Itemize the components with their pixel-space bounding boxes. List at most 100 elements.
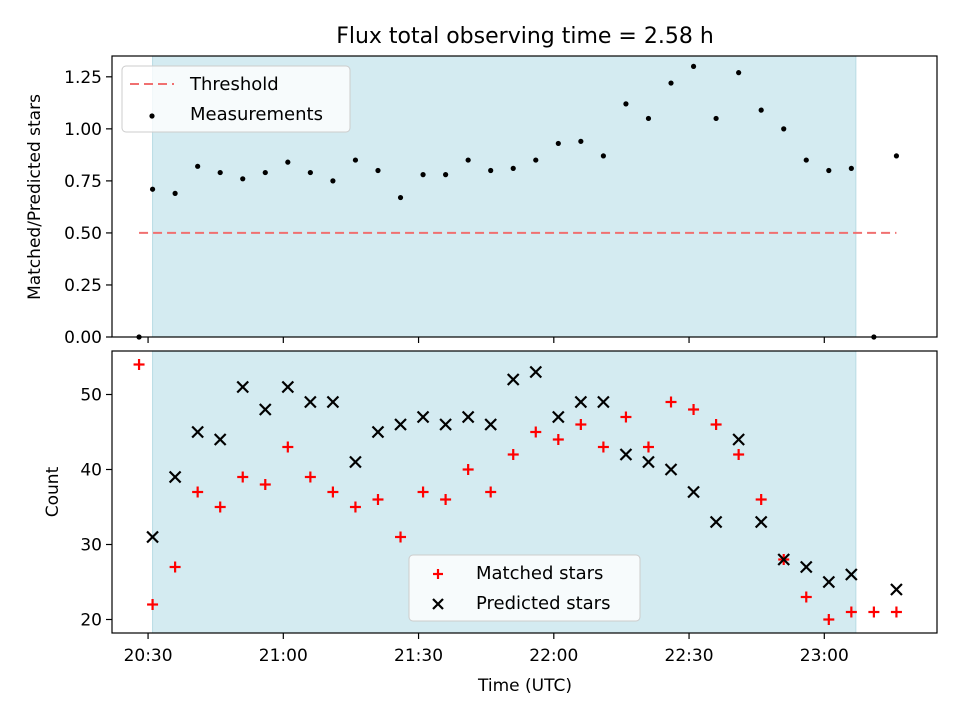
measurement-points — [136, 63, 900, 340]
bottom-x-ticks: 20:30 21:00 21:30 22:00 22:30 23:00 — [124, 633, 849, 666]
top-y-tick-label: 0.25 — [64, 276, 102, 296]
matched-star-marker — [597, 441, 609, 453]
predicted-star-marker — [146, 530, 159, 544]
measurement-point — [330, 178, 336, 184]
predicted-star-marker — [484, 418, 497, 431]
bottom-plot-frame — [111, 350, 938, 634]
matched-star-marker — [755, 494, 767, 505]
measurement-point — [623, 101, 629, 107]
measurement-point — [758, 107, 764, 113]
matched-star-marker — [192, 486, 204, 498]
top-y-tick-label: 1.00 — [64, 120, 102, 140]
measurement-point — [803, 157, 809, 163]
measurement-point — [375, 167, 381, 174]
matched-star-marker — [890, 606, 902, 618]
measurement-point — [893, 153, 900, 159]
legend-threshold-label: Threshold — [189, 74, 279, 95]
x-tick-label: 21:30 — [394, 646, 443, 666]
measurement-point — [420, 172, 426, 178]
bottom-y-tick-label: 50 — [80, 386, 102, 406]
matched-star-marker — [327, 486, 339, 498]
measurement-point — [262, 169, 268, 176]
predicted-star-marker — [416, 410, 430, 424]
measurement-point — [285, 159, 291, 165]
matched-star-marker — [147, 599, 159, 610]
matched-star-marker — [282, 441, 294, 453]
matched-star-marker — [733, 449, 745, 460]
predicted-star-marker — [168, 470, 182, 484]
bottom-y-tick-label: 30 — [80, 536, 102, 556]
legend-measurement-swatch — [149, 113, 155, 119]
bottom-y-tick-label: 40 — [80, 461, 102, 481]
matched-star-marker — [259, 479, 271, 490]
matched-star-marker — [417, 486, 429, 498]
measurement-point — [848, 165, 854, 171]
matched-star-marker — [823, 614, 835, 625]
predicted-star-marker — [664, 463, 678, 476]
top-x-ticks — [147, 337, 825, 343]
predicted-star-marker — [574, 395, 588, 409]
matched-star-marker — [665, 396, 677, 408]
predicted-star-marker — [777, 553, 790, 566]
predicted-star-marker — [191, 425, 204, 439]
predicted-star-marker — [845, 568, 858, 581]
matched-star-marker — [642, 441, 654, 453]
matched-star-marker — [133, 359, 145, 370]
predicted-star-marker — [732, 433, 745, 446]
measurement-point — [465, 157, 471, 163]
legend-matched-swatch — [433, 569, 443, 579]
bottom-legend: Matched stars Predicted stars — [408, 554, 641, 622]
measurement-point — [443, 172, 449, 178]
predicted-star-marker — [439, 418, 452, 431]
top-y-ticks: 0.00 0.25 0.50 0.75 1.00 1.25 — [64, 68, 112, 348]
top-y-tick-label: 1.25 — [64, 68, 102, 88]
predicted-star-marker — [552, 410, 565, 424]
top-legend: Threshold Measurements — [121, 65, 351, 133]
predicted-star-marker — [799, 560, 813, 574]
predicted-star-marker — [304, 395, 317, 409]
predicted-star-marker — [349, 455, 362, 469]
measurement-point — [736, 70, 742, 76]
predicted-star-marker — [461, 410, 475, 424]
bottom-y-axis-label: Count — [43, 466, 63, 517]
measurement-point — [488, 167, 494, 174]
predicted-star-markers — [146, 365, 903, 596]
measurement-point — [555, 140, 561, 147]
predicted-star-marker — [619, 448, 633, 461]
predicted-star-marker — [281, 380, 295, 394]
matched-star-marker — [575, 419, 587, 430]
measurement-point — [533, 157, 539, 163]
matched-star-marker — [552, 434, 564, 445]
matched-star-marker — [349, 501, 361, 513]
measurement-point — [600, 153, 606, 159]
matched-star-marker — [845, 606, 857, 618]
matched-star-marker — [462, 464, 474, 475]
measurement-point — [510, 165, 516, 171]
chart-title: Flux total observing time = 2.58 h — [336, 24, 714, 49]
measurement-point — [195, 163, 201, 169]
matched-star-marker — [237, 471, 249, 483]
legend-measurements-label: Measurements — [190, 104, 323, 125]
measurement-point — [578, 138, 584, 144]
x-tick-label: 23:00 — [800, 646, 849, 666]
matched-star-marker — [372, 494, 384, 505]
predicted-star-marker — [687, 485, 700, 499]
predicted-star-marker — [259, 403, 272, 416]
predicted-star-marker — [371, 425, 385, 439]
top-y-axis-label: Matched/Predicted stars — [25, 94, 45, 300]
measurement-point — [668, 80, 674, 86]
top-legend-box — [121, 65, 351, 133]
matched-star-marker — [868, 606, 880, 618]
measurement-point — [240, 176, 246, 182]
predicted-star-marker — [642, 455, 655, 469]
predicted-star-marker — [506, 373, 520, 386]
legend-predicted-swatch — [432, 598, 444, 610]
matched-star-marker — [688, 404, 700, 415]
matched-star-marker — [485, 486, 497, 498]
measurement-point — [172, 190, 178, 196]
matched-star-markers — [133, 359, 902, 625]
predicted-star-marker — [822, 575, 836, 589]
measurement-point — [397, 194, 404, 201]
legend-predicted-label: Predicted stars — [476, 593, 610, 614]
